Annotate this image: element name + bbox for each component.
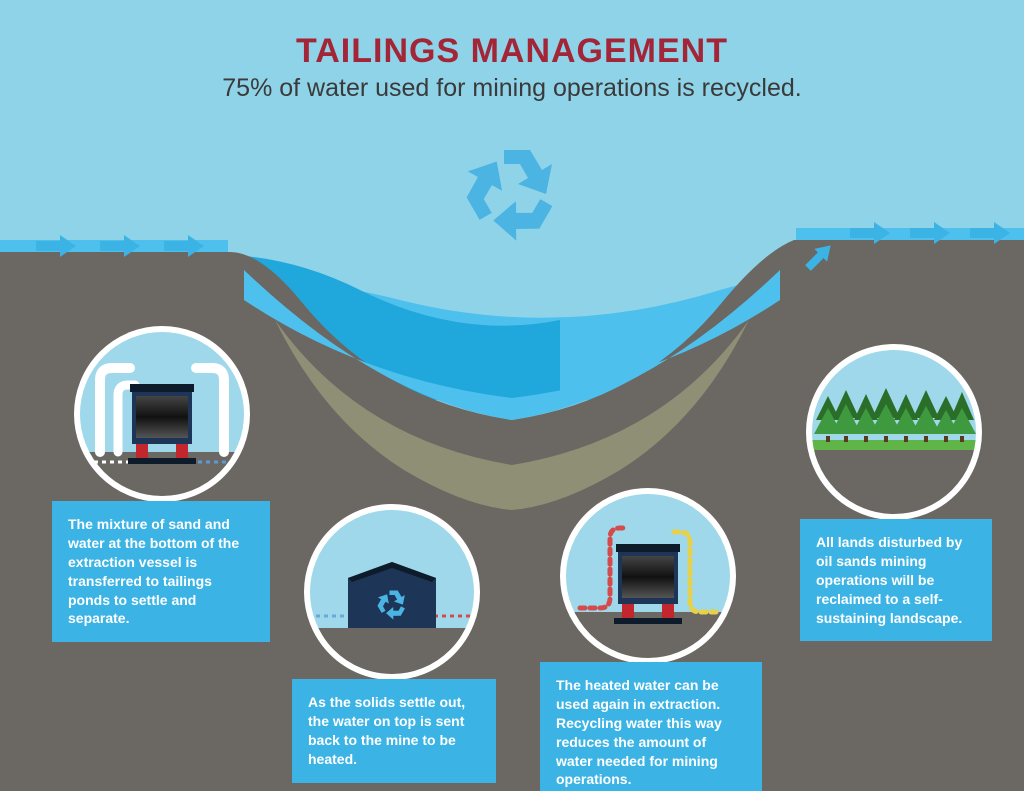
caption-4: All lands disturbed by oil sands mining …	[800, 519, 992, 641]
terrain-svg	[0, 0, 1024, 791]
caption-2: As the solids settle out, the water on t…	[292, 679, 496, 783]
page-subtitle: 75% of water used for mining operations …	[0, 74, 1024, 103]
caption-1: The mixture of sand and water at the bot…	[52, 501, 270, 642]
infographic-stage: TAILINGS MANAGEMENT 75% of water used fo…	[0, 0, 1024, 791]
page-title: TAILINGS MANAGEMENT	[0, 32, 1024, 71]
caption-3: The heated water can be used again in ex…	[540, 662, 762, 791]
